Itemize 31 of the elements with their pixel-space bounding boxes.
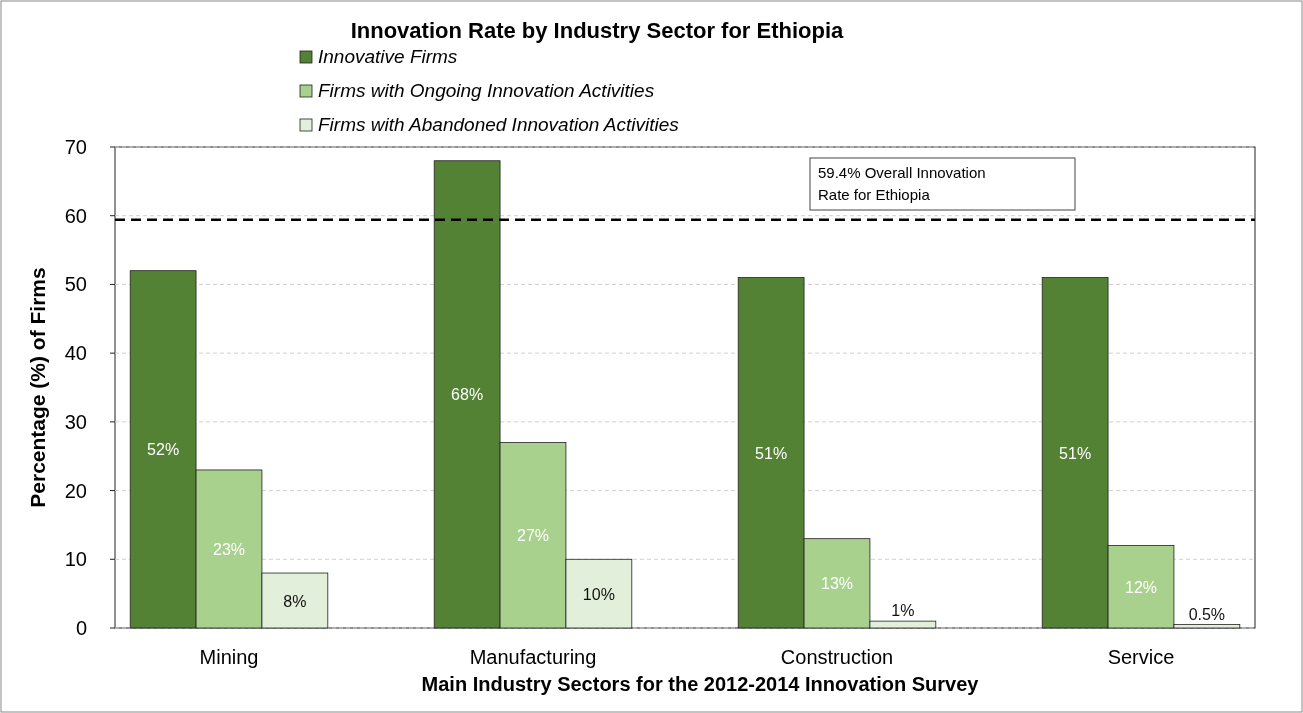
y-tick-label: 40 [64,342,87,365]
x-tick-label: Construction [780,646,894,668]
y-tick-label: 50 [64,273,87,296]
x-tick-label: Mining [199,646,259,668]
data-label: 10% [582,585,615,603]
y-tick-label: 0 [75,617,87,639]
y-tick-label: 20 [64,479,87,502]
y-tick-label: 60 [64,204,87,227]
legend-label: Firms with Abandoned Innovation Activities [318,114,680,135]
data-label: 68% [451,386,484,404]
data-label: 27% [516,527,550,545]
data-label: 1% [891,602,915,620]
data-label: 8% [283,592,307,610]
data-label: 13% [820,575,854,593]
x-tick-label: Service [1107,646,1175,668]
y-tick-label: 70 [64,136,87,158]
data-label: 52% [147,441,180,459]
data-label: 51% [1059,444,1092,462]
legend-label: Innovative Firms [318,46,458,67]
data-label: 0.5% [1188,605,1226,623]
y-tick-label: 10 [64,548,87,571]
x-tick-label: Manufacturing [469,646,597,668]
data-label: 23% [212,540,246,558]
ref-line-label: 59.4% Overall Innovation Rate for Ethiopia [818,164,986,203]
data-label: 12% [1124,578,1158,596]
x-axis-title: Main Industry Sectors for the 2012-2014 Innovation Survey [421,673,980,695]
legend-label: Firms with Ongoing Innovation Activities [318,80,655,101]
y-axis-title: Percentage (%) of Firms [26,267,49,508]
y-tick-label: 30 [64,410,87,433]
chart-title: Innovation Rate by Industry Sector for Ethiopia [350,18,845,43]
data-label: 51% [755,444,788,462]
